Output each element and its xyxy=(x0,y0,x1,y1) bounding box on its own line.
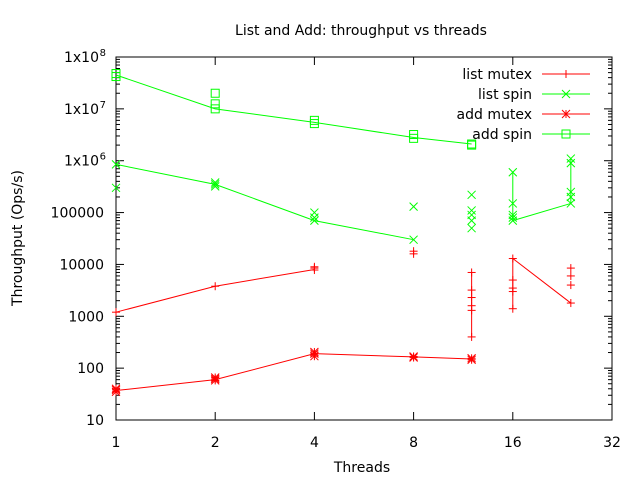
data-point-add-spin xyxy=(111,69,121,79)
data-point-list-mutex xyxy=(508,254,517,263)
data-point-add-spin xyxy=(210,99,220,109)
series-segment-list-spin xyxy=(512,202,571,222)
x-tick-label: 16 xyxy=(504,435,522,451)
y-tick-label: 100 xyxy=(77,361,104,377)
data-point-list-spin xyxy=(467,206,476,215)
x-tick-label: 32 xyxy=(603,435,621,451)
series-segment-list-mutex xyxy=(512,258,572,304)
x-tick-label: 1 xyxy=(112,435,121,451)
series-list-spin xyxy=(111,154,576,245)
legend-marker-list-spin xyxy=(561,89,571,99)
data-point-list-mutex xyxy=(467,268,476,277)
y-axis-label: Throughput (Ops/s) xyxy=(10,170,26,307)
data-point-list-spin xyxy=(310,213,319,222)
data-point-list-spin xyxy=(467,223,476,233)
series-list-mutex xyxy=(112,247,575,341)
legend-label-list-spin: list spin xyxy=(478,87,532,103)
data-point-list-mutex xyxy=(467,332,476,341)
y-tick-label: 1x10 xyxy=(64,154,99,170)
data-point-list-mutex xyxy=(310,262,319,271)
data-point-list-mutex xyxy=(566,264,575,273)
x-axis-label: Threads xyxy=(333,460,390,476)
data-point-list-spin xyxy=(566,158,576,168)
series-add-spin xyxy=(111,69,477,150)
series-line-list-mutex xyxy=(115,268,315,313)
data-point-add-mutex xyxy=(210,373,220,382)
y-tick-label: 1x10 xyxy=(64,102,99,118)
data-point-list-spin xyxy=(508,199,518,208)
legend-marker-add-spin xyxy=(561,129,571,139)
data-point-list-mutex xyxy=(409,247,418,256)
data-point-add-spin xyxy=(409,133,419,143)
legend: list mutex list spin add mutex add spin xyxy=(457,67,590,143)
data-point-add-mutex xyxy=(409,352,418,361)
data-point-add-spin xyxy=(210,88,220,98)
data-point-list-mutex xyxy=(566,281,575,290)
data-point-list-spin xyxy=(467,216,476,225)
y-tick-label: 10000 xyxy=(59,257,104,273)
y-tick-exponent: 6 xyxy=(100,152,106,163)
data-point-list-spin xyxy=(508,216,518,225)
data-point-list-mutex xyxy=(566,271,575,280)
data-point-list-mutex xyxy=(211,282,220,291)
data-point-list-mutex xyxy=(467,286,476,295)
data-point-add-spin xyxy=(467,140,477,150)
data-point-list-mutex xyxy=(508,276,517,285)
y-tick-label: 1x10 xyxy=(64,50,99,66)
series-add-mutex xyxy=(111,347,476,397)
chart-title: List and Add: throughput vs threads xyxy=(235,23,487,39)
data-point-list-spin xyxy=(210,178,220,187)
x-tick-label: 8 xyxy=(409,435,418,451)
legend-label-add-spin: add spin xyxy=(472,127,532,143)
data-point-add-mutex xyxy=(467,353,476,363)
data-point-list-spin xyxy=(310,216,319,225)
data-point-add-mutex xyxy=(111,384,121,394)
y-tick-label: 100000 xyxy=(51,206,104,222)
data-point-list-spin xyxy=(111,183,121,193)
data-point-list-spin xyxy=(508,167,518,177)
y-tick-exponent: 8 xyxy=(100,48,106,59)
data-point-list-spin xyxy=(566,199,576,208)
x-tick-label: 4 xyxy=(310,435,319,451)
legend-label-add-mutex: add mutex xyxy=(457,107,532,123)
legend-label-list-mutex: list mutex xyxy=(462,67,532,83)
data-point-list-spin xyxy=(409,202,418,212)
data-point-list-spin xyxy=(111,160,121,169)
data-point-add-mutex xyxy=(310,347,319,357)
legend-marker-list-mutex xyxy=(562,70,570,78)
plot-area: 1 2 4 8 16 321010010001000010000061x1071x1081… xyxy=(51,48,621,451)
data-point-list-mutex xyxy=(508,304,517,313)
data-point-list-mutex xyxy=(467,306,476,315)
data-point-list-spin xyxy=(210,182,220,191)
legend-marker-add-mutex xyxy=(561,109,571,119)
y-tick-exponent: 7 xyxy=(100,100,106,111)
data-point-add-spin xyxy=(210,104,220,114)
x-tick-label: 2 xyxy=(211,435,220,451)
series-line-list-spin xyxy=(115,163,414,241)
series-line-add-spin xyxy=(115,74,472,145)
data-point-list-mutex xyxy=(112,308,120,317)
data-point-list-mutex xyxy=(566,299,575,308)
data-point-list-mutex xyxy=(508,287,517,296)
data-point-list-spin xyxy=(409,235,418,245)
data-point-add-spin xyxy=(309,119,319,129)
y-tick-label: 10 xyxy=(86,413,104,429)
data-point-list-mutex xyxy=(467,293,476,302)
data-point-list-spin xyxy=(467,190,476,200)
plot-frame xyxy=(115,56,613,421)
y-tick-label: 1000 xyxy=(68,309,104,325)
data-point-list-spin xyxy=(508,213,518,222)
data-point-list-spin xyxy=(210,180,220,189)
data-point-list-spin xyxy=(566,154,576,163)
series-line-add-mutex xyxy=(115,353,472,392)
data-point-list-spin xyxy=(566,192,576,202)
